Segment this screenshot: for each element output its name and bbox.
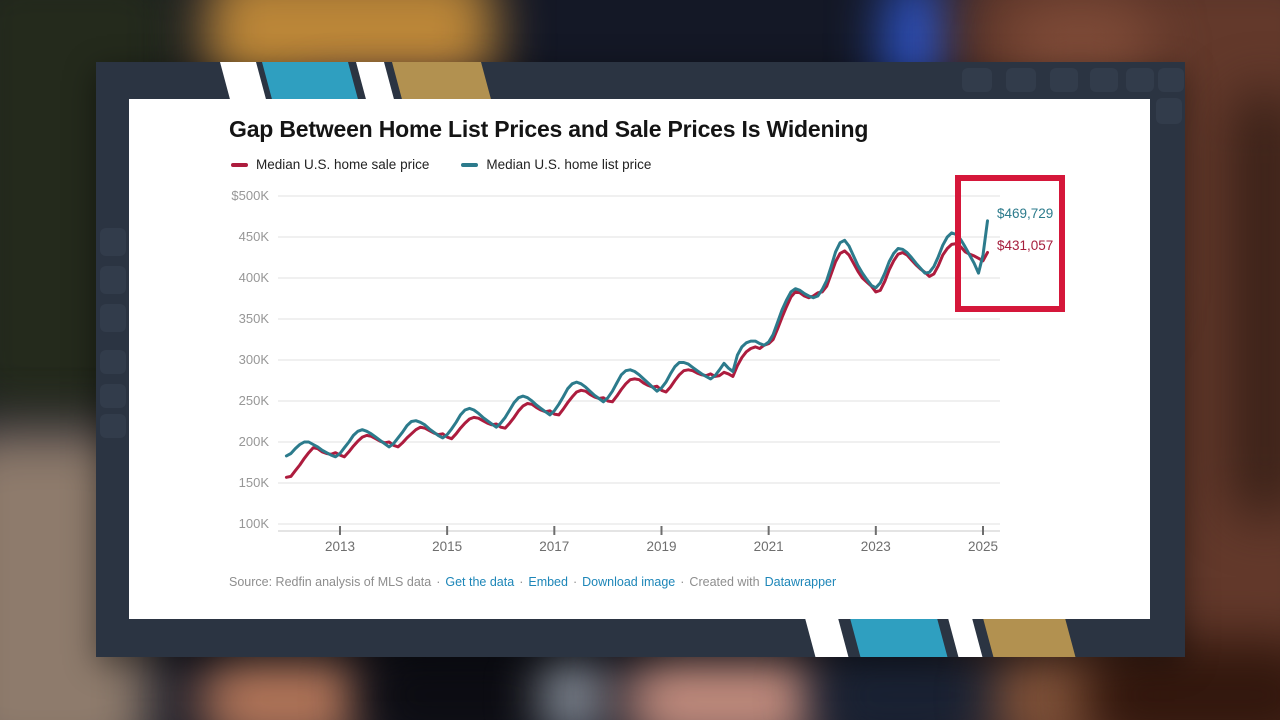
x-axis-tick-label: 2017 bbox=[539, 539, 570, 554]
y-axis-tick-label: 250K bbox=[238, 393, 269, 408]
x-axis-tick-label: 2019 bbox=[646, 539, 677, 554]
bottom-stripe-teal bbox=[850, 618, 948, 657]
x-axis-tick-label: 2023 bbox=[860, 539, 891, 554]
ghost-icon bbox=[1156, 98, 1182, 124]
created-with-text: Created with bbox=[689, 575, 760, 589]
bg-blob bbox=[1230, 90, 1280, 520]
legend-item-sale-price: Median U.S. home sale price bbox=[231, 157, 429, 172]
y-axis-tick-label: 350K bbox=[238, 311, 269, 326]
highlight-rectangle bbox=[955, 175, 1065, 312]
ghost-icon bbox=[100, 228, 126, 256]
separator-dot: · bbox=[680, 575, 685, 589]
x-axis-tick-label: 2015 bbox=[432, 539, 463, 554]
y-axis-tick-label: 300K bbox=[238, 352, 269, 367]
ghost-icon bbox=[100, 384, 126, 408]
bottom-stripe-white-1 bbox=[805, 618, 849, 657]
embed-link[interactable]: Embed bbox=[528, 575, 568, 589]
top-stripe-teal bbox=[262, 62, 359, 100]
top-stripe-gold bbox=[392, 62, 492, 100]
x-axis-tick-label: 2021 bbox=[753, 539, 784, 554]
source-attribution: Source: Redfin analysis of MLS data · Ge… bbox=[229, 575, 836, 589]
list-price-end-value: $469,729 bbox=[997, 206, 1054, 221]
ghost-icon bbox=[1126, 68, 1154, 92]
top-stripe-white-1 bbox=[220, 62, 267, 100]
y-axis-tick-label: 400K bbox=[238, 270, 269, 285]
ghost-icon bbox=[100, 414, 126, 438]
ghost-icon bbox=[1006, 68, 1036, 92]
y-axis-tick-label: 450K bbox=[238, 229, 269, 244]
ghost-icon bbox=[100, 350, 126, 374]
x-axis-tick-label: 2025 bbox=[967, 539, 998, 554]
chart-legend: Median U.S. home sale price Median U.S. … bbox=[231, 157, 651, 172]
top-stripe-white-2 bbox=[356, 62, 395, 100]
get-the-data-link[interactable]: Get the data bbox=[445, 575, 515, 589]
y-axis-tick-label: $500K bbox=[231, 188, 269, 203]
chart-panel: Gap Between Home List Prices and Sale Pr… bbox=[129, 99, 1150, 619]
ghost-icon bbox=[100, 304, 126, 332]
y-axis-tick-label: 150K bbox=[238, 475, 269, 490]
ghost-icon bbox=[1050, 68, 1078, 92]
legend-swatch-list bbox=[461, 162, 479, 167]
separator-dot: · bbox=[519, 575, 524, 589]
chart-title: Gap Between Home List Prices and Sale Pr… bbox=[229, 116, 869, 142]
bg-blob bbox=[625, 650, 825, 720]
bottom-stripe-gold bbox=[983, 618, 1076, 657]
separator-dot: · bbox=[572, 575, 578, 589]
ghost-icon bbox=[962, 68, 992, 92]
separator-dot: · bbox=[436, 575, 441, 589]
line-chart-plot bbox=[278, 195, 1000, 535]
source-text: Source: Redfin analysis of MLS data bbox=[229, 575, 432, 589]
legend-label-list: Median U.S. home list price bbox=[486, 157, 652, 172]
series-line-list bbox=[284, 219, 989, 459]
bg-blob bbox=[200, 650, 370, 720]
legend-swatch-sale bbox=[231, 162, 248, 167]
bg-blob bbox=[545, 650, 600, 720]
y-axis-tick-label: 100K bbox=[238, 516, 269, 531]
legend-item-list-price: Median U.S. home list price bbox=[461, 157, 651, 172]
legend-label-sale: Median U.S. home sale price bbox=[256, 157, 430, 172]
x-axis-tick-label: 2013 bbox=[324, 539, 355, 554]
ghost-icon bbox=[100, 266, 126, 294]
ghost-icon bbox=[1158, 68, 1184, 92]
y-axis-tick-label: 200K bbox=[238, 434, 269, 449]
datawrapper-link[interactable]: Datawrapper bbox=[764, 575, 837, 589]
download-image-link[interactable]: Download image bbox=[582, 575, 676, 589]
graphic-card: Gap Between Home List Prices and Sale Pr… bbox=[96, 62, 1185, 657]
ghost-icon bbox=[1090, 68, 1118, 92]
sale-price-end-value: $431,057 bbox=[997, 238, 1054, 253]
bottom-stripe-white-2 bbox=[948, 618, 983, 657]
